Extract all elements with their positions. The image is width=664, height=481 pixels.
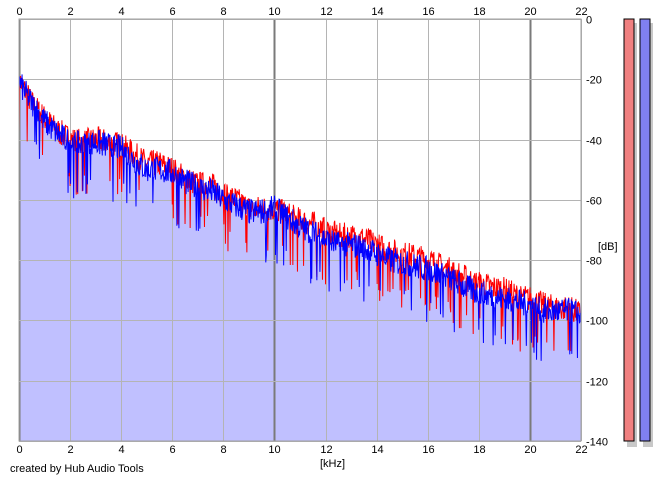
- x-tick-label-bottom: 18: [473, 444, 485, 456]
- x-tick-label-bottom: 20: [524, 444, 536, 456]
- series-line-0: [18, 75, 582, 352]
- x-tick-label-top: 4: [118, 6, 124, 18]
- y-tick-label: -80: [586, 256, 602, 268]
- x-tick-label-bottom: 22: [575, 444, 587, 456]
- x-tick-label-bottom: 12: [320, 444, 332, 456]
- credit-text: created by Hub Audio Tools: [10, 463, 144, 475]
- x-tick-label-bottom: 0: [16, 444, 22, 456]
- x-tick-label-top: 6: [169, 6, 175, 18]
- plot-border: [18, 18, 582, 442]
- x-tick-label-top: 22: [575, 6, 587, 18]
- x-tick-label-top: 16: [422, 6, 434, 18]
- y-tick-label: -100: [586, 316, 608, 328]
- y-tick-label: -60: [586, 196, 602, 208]
- level-meter-left: [623, 18, 635, 442]
- x-tick-label-bottom: 4: [118, 444, 124, 456]
- x-tick-label-bottom: 10: [268, 444, 280, 456]
- x-tick-label-bottom: 16: [422, 444, 434, 456]
- x-tick-label-top: 10: [268, 6, 280, 18]
- x-tick-label-top: 12: [320, 6, 332, 18]
- x-tick-label-top: 8: [220, 6, 226, 18]
- x-axis-label: [kHz]: [320, 458, 346, 470]
- y-tick-label: -20: [586, 75, 602, 87]
- y-tick-label: -140: [586, 437, 608, 449]
- x-tick-label-top: 0: [16, 6, 22, 18]
- y-tick-label: -120: [586, 377, 608, 389]
- y-tick-label: -40: [586, 136, 602, 148]
- y-axis-label: [dB]: [598, 241, 618, 253]
- x-tick-label-bottom: 2: [67, 444, 73, 456]
- level-meter-right: [639, 18, 651, 442]
- x-tick-label-bottom: 6: [169, 444, 175, 456]
- x-tick-label-top: 18: [473, 6, 485, 18]
- x-tick-label-top: 2: [67, 6, 73, 18]
- series-line-1: [18, 74, 582, 361]
- x-tick-label-top: 20: [524, 6, 536, 18]
- x-tick-label-top: 14: [371, 6, 383, 18]
- x-tick-label-bottom: 14: [371, 444, 383, 456]
- x-tick-label-bottom: 8: [220, 444, 226, 456]
- y-tick-label: 0: [586, 15, 592, 27]
